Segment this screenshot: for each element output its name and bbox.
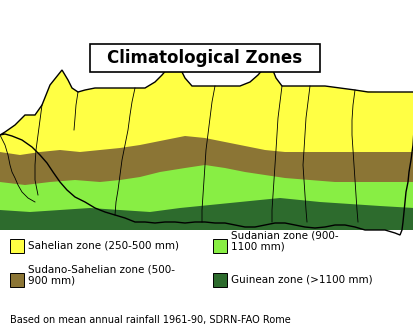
Text: Sudanian zone (900-
1100 mm): Sudanian zone (900- 1100 mm) — [230, 230, 338, 252]
Polygon shape — [0, 60, 413, 185]
Polygon shape — [0, 60, 413, 212]
Polygon shape — [0, 60, 413, 155]
Bar — [212, 239, 226, 253]
Text: Sudano-Sahelian zone (500-
900 mm): Sudano-Sahelian zone (500- 900 mm) — [28, 264, 175, 286]
Bar — [90, 44, 319, 72]
Polygon shape — [0, 0, 413, 135]
Bar — [212, 273, 226, 287]
Text: Sahelian zone (250-500 mm): Sahelian zone (250-500 mm) — [28, 241, 178, 251]
Bar — [10, 273, 24, 287]
Bar — [10, 239, 24, 253]
Text: Based on mean annual rainfall 1961-90, SDRN-FAO Rome: Based on mean annual rainfall 1961-90, S… — [10, 315, 290, 325]
Text: Guinean zone (>1100 mm): Guinean zone (>1100 mm) — [230, 275, 372, 285]
Polygon shape — [0, 60, 413, 230]
Text: Climatological Zones: Climatological Zones — [107, 49, 302, 67]
